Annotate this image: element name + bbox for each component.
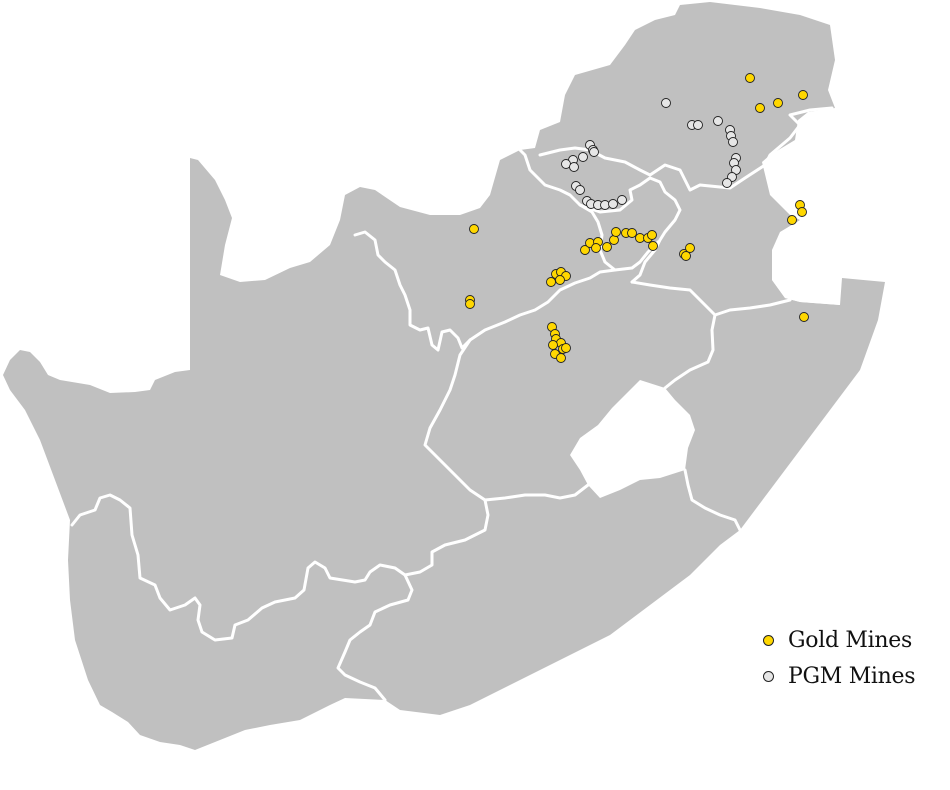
gold-mines-layer xyxy=(465,73,809,363)
gold-mine-marker xyxy=(685,243,695,253)
gold-mine-marker xyxy=(648,241,658,251)
gold-mine-marker xyxy=(647,230,657,240)
lesotho xyxy=(570,380,695,498)
pgm-mine-marker xyxy=(608,199,618,209)
gold-mine-marker xyxy=(611,227,621,237)
gold-mine-marker xyxy=(627,228,637,238)
gold-mine-marker xyxy=(773,98,783,108)
province-border-fs-west xyxy=(423,338,590,502)
gold-mine-marker xyxy=(602,242,612,252)
province-border-mpumalanga xyxy=(630,280,792,317)
gold-mine-marker xyxy=(465,299,475,309)
gold-mine-marker xyxy=(548,340,558,350)
swaziland xyxy=(772,218,840,305)
gold-marker-icon xyxy=(763,634,774,646)
province-border-kzn-west xyxy=(683,468,742,532)
pgm-mine-marker xyxy=(569,162,579,172)
pgm-mine-marker xyxy=(728,137,738,147)
country-outline xyxy=(3,2,885,750)
gold-mine-marker xyxy=(609,235,619,245)
pgm-mine-marker xyxy=(661,98,671,108)
province-border-ec-nc xyxy=(70,493,490,642)
gold-mine-marker xyxy=(556,353,566,363)
gold-mine-marker xyxy=(745,73,755,83)
province-border-gauteng xyxy=(578,203,660,272)
pgm-mine-marker xyxy=(575,185,585,195)
pgm-marker-icon xyxy=(763,670,774,682)
gold-mine-marker xyxy=(580,245,590,255)
legend-label-pgm: PGM Mines xyxy=(788,663,916,689)
map-legend: Gold Mines PGM Mines xyxy=(760,622,935,694)
province-border-fs-east xyxy=(663,313,717,390)
legend-label-gold: Gold Mines xyxy=(788,627,912,653)
gold-mine-marker xyxy=(561,343,571,353)
gold-mine-marker xyxy=(591,243,601,253)
pgm-mine-marker xyxy=(713,116,723,126)
pgm-mine-marker xyxy=(600,200,610,210)
gold-mine-marker xyxy=(798,90,808,100)
pgm-mines-layer xyxy=(561,98,741,210)
gold-mine-marker xyxy=(555,275,565,285)
province-border-ec-wc xyxy=(336,573,414,702)
gold-mine-marker xyxy=(787,215,797,225)
province-border-fs-north xyxy=(353,230,617,352)
gold-mine-marker xyxy=(469,224,479,234)
gold-mine-marker xyxy=(755,103,765,113)
pgm-mine-marker xyxy=(617,195,627,205)
legend-item-gold: Gold Mines xyxy=(760,622,935,658)
legend-item-pgm: PGM Mines xyxy=(760,658,935,694)
pgm-mine-marker xyxy=(589,147,599,157)
gold-mine-marker xyxy=(546,277,556,287)
pgm-mine-marker xyxy=(722,178,732,188)
gold-mine-marker xyxy=(799,312,809,322)
gold-mine-marker xyxy=(797,207,807,217)
pgm-mine-marker xyxy=(578,152,588,162)
pgm-mine-marker xyxy=(693,120,703,130)
gold-mine-marker xyxy=(681,251,691,261)
